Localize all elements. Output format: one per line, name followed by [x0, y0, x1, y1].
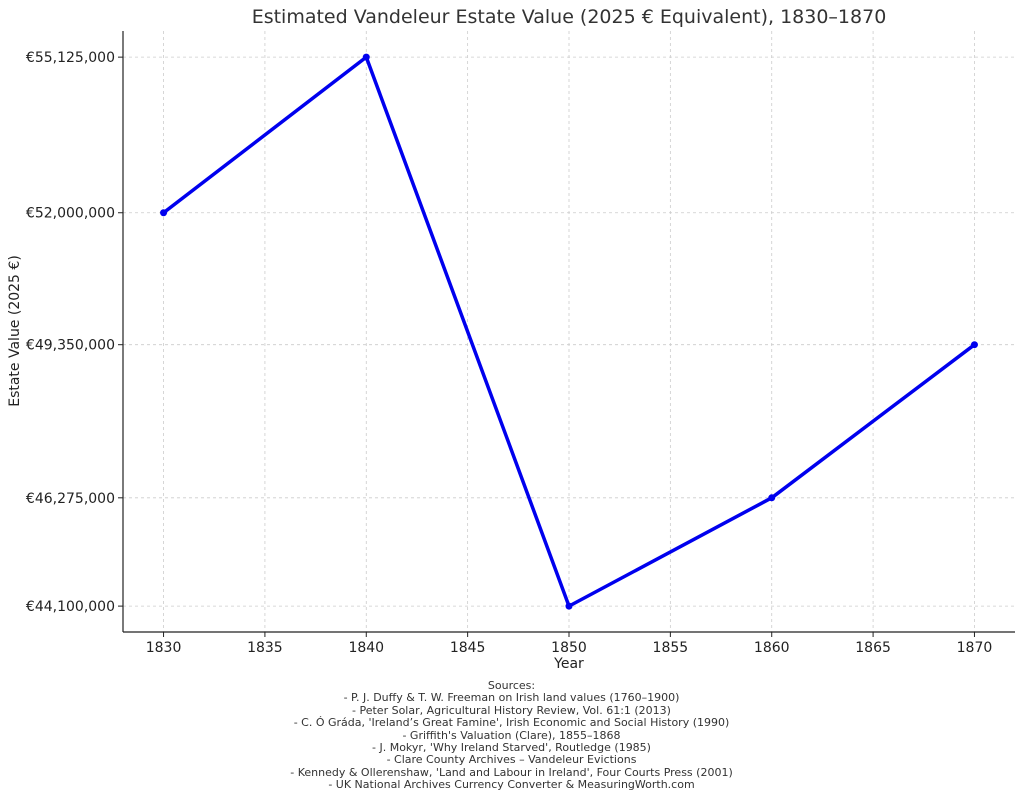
sources-note: Sources: - P. J. Duffy & T. W. Freeman o… [0, 679, 1023, 792]
y-tick-label: €49,350,000 [26, 338, 115, 354]
source-item: - Peter Solar, Agricultural History Revi… [352, 703, 671, 717]
source-item: - P. J. Duffy & T. W. Freeman on Irish l… [343, 691, 680, 705]
x-tick-label: 1855 [653, 640, 689, 656]
y-axis-ticks: €44,100,000 €46,275,000 €49,350,000 €52,000… [26, 50, 123, 615]
x-tick-label: 1830 [146, 640, 182, 656]
y-tick-label: €46,275,000 [26, 491, 115, 507]
x-tick-label: 1840 [348, 640, 384, 656]
x-tick-label: 1835 [247, 640, 283, 656]
data-point [160, 209, 168, 217]
y-tick-label: €52,000,000 [26, 206, 115, 222]
source-item: - Kennedy & Ollerenshaw, 'Land and Labou… [290, 765, 733, 779]
sources-heading: Sources: [487, 679, 536, 692]
source-item: - Griffith's Valuation (Clare), 1855–186… [402, 728, 621, 742]
source-item: - C. Ó Gráda, 'Ireland’s Great Famine', … [293, 716, 730, 730]
source-item: - Clare County Archives – Vandeleur Evic… [386, 753, 637, 767]
x-tick-label: 1850 [551, 640, 587, 656]
x-tick-label: 1870 [957, 640, 993, 656]
data-point [565, 602, 573, 610]
y-tick-label: €55,125,000 [26, 50, 115, 66]
data-point [362, 53, 370, 61]
x-tick-label: 1865 [855, 640, 891, 656]
data-point [768, 494, 776, 502]
x-axis-label: Year [553, 656, 584, 672]
grid [123, 31, 1015, 632]
series [160, 53, 978, 610]
y-axis-label: Estate Value (2025 €) [7, 255, 23, 407]
chart-title: Estimated Vandeleur Estate Value (2025 €… [252, 6, 887, 28]
x-tick-label: 1845 [450, 640, 486, 656]
x-tick-label: 1860 [754, 640, 790, 656]
x-axis-ticks: 1830 1835 1840 1845 1850 1855 1860 1865 1870 [146, 632, 993, 656]
source-item: - UK National Archives Currency Converte… [328, 778, 695, 792]
data-point [970, 341, 978, 349]
line-chart: Estimated Vandeleur Estate Value (2025 €… [7, 6, 1015, 672]
source-item: - J. Mokyr, 'Why Ireland Starved', Routl… [372, 741, 651, 755]
y-tick-label: €44,100,000 [26, 599, 115, 615]
